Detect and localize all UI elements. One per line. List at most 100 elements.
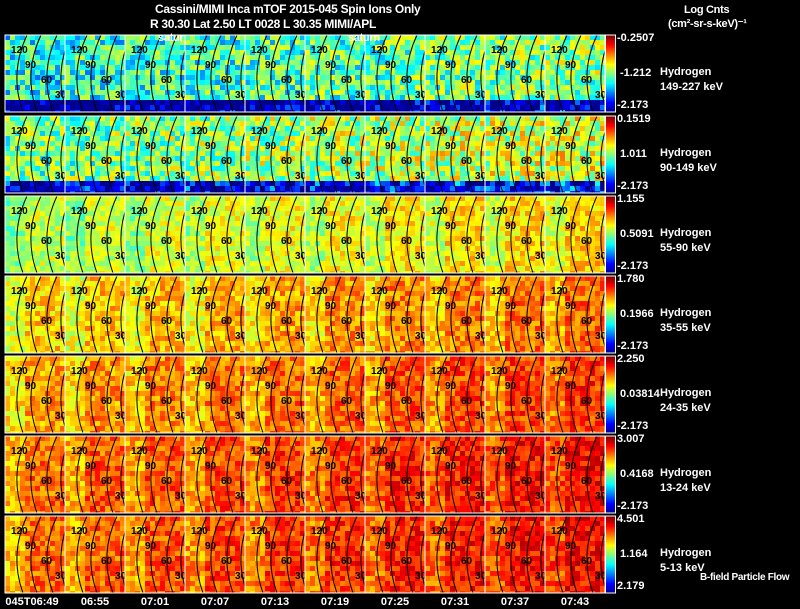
heatmap-cell	[10, 90, 15, 95]
heatmap-cell	[465, 40, 470, 45]
heatmap-cell	[395, 176, 400, 181]
heatmap-cell	[580, 186, 585, 191]
heatmap-cell	[335, 136, 340, 141]
heatmap-cell	[80, 156, 85, 161]
heatmap-cell	[10, 221, 15, 226]
heatmap-cell	[205, 85, 210, 90]
heatmap-cell	[235, 241, 240, 246]
heatmap-cell	[115, 171, 120, 176]
colorbar-step	[606, 103, 615, 105]
heatmap-cell	[170, 95, 175, 100]
heatmap-cell	[265, 126, 270, 131]
heatmap-cell	[430, 60, 435, 65]
heatmap-cell	[325, 166, 330, 171]
colorbar-step	[606, 63, 615, 65]
heatmap-cell	[415, 156, 420, 161]
heatmap-cell	[410, 171, 415, 176]
heatmap-cell	[215, 161, 220, 166]
colorbar-step	[606, 190, 615, 192]
heatmap-cell	[220, 55, 225, 60]
heatmap-cell	[60, 40, 65, 45]
heatmap-cell	[265, 55, 270, 60]
heatmap-cell	[190, 110, 195, 112]
heatmap-cell	[400, 191, 405, 193]
heatmap-cell	[400, 156, 405, 161]
colorbar-step	[606, 60, 615, 62]
heatmap-cell	[205, 55, 210, 60]
heatmap-cell	[275, 110, 280, 112]
heatmap-cell	[50, 216, 55, 221]
heatmap-cell	[565, 151, 570, 156]
heatmap-cell	[285, 95, 290, 100]
heatmap-cell	[510, 35, 515, 40]
heatmap-cell	[70, 85, 75, 90]
heatmap-cell	[345, 50, 350, 55]
heatmap-cell	[475, 176, 480, 181]
heatmap-cell	[170, 176, 175, 181]
heatmap-cell	[400, 110, 405, 112]
heatmap-cell	[550, 35, 555, 40]
heatmap-cell	[445, 40, 450, 45]
heatmap-cell	[310, 70, 315, 75]
heatmap-cell	[70, 70, 75, 75]
heatmap-cell	[5, 121, 10, 126]
heatmap-cell	[570, 50, 575, 55]
heatmap-cell	[115, 251, 120, 256]
heatmap-cell	[180, 65, 185, 70]
heatmap-cell	[465, 80, 470, 85]
heatmap-cell	[595, 136, 600, 141]
heatmap-cell	[230, 251, 235, 256]
heatmap-cell	[175, 266, 180, 271]
heatmap-cell	[420, 65, 425, 70]
heatmap-cell	[485, 45, 490, 50]
heatmap-cell	[155, 116, 160, 121]
heatmap-cell	[230, 261, 235, 266]
heatmap-cell	[340, 186, 345, 191]
heatmap-cell	[595, 181, 600, 186]
heatmap-cell	[595, 85, 600, 90]
heatmap-cell	[330, 85, 335, 90]
heatmap-cell	[125, 211, 130, 216]
heatmap-cell	[15, 181, 20, 186]
heatmap-cell	[475, 35, 480, 40]
colorbar-step	[606, 167, 615, 169]
heatmap-cell	[170, 90, 175, 95]
heatmap-cell	[105, 50, 110, 55]
heatmap-cell	[185, 35, 190, 40]
heatmap-cell	[440, 156, 445, 161]
heatmap-cell	[40, 261, 45, 266]
heatmap-cell	[120, 85, 125, 90]
heatmap-cell	[65, 216, 70, 221]
heatmap-cell	[20, 166, 25, 171]
heatmap-cell	[275, 126, 280, 131]
heatmap-cell	[70, 226, 75, 231]
heatmap-cell	[380, 141, 385, 146]
heatmap-cell	[20, 221, 25, 226]
heatmap-cell	[365, 121, 370, 126]
heatmap-cell	[305, 156, 310, 161]
heatmap-cell	[330, 156, 335, 161]
heatmap-cell	[130, 40, 135, 45]
heatmap-cell	[10, 141, 15, 146]
heatmap-cell	[520, 50, 525, 55]
heatmap-cell	[130, 221, 135, 226]
heatmap-cell	[65, 251, 70, 256]
heatmap-cell	[175, 211, 180, 216]
heatmap-cell	[480, 90, 485, 95]
heatmap-cell	[235, 156, 240, 161]
heatmap-cell	[125, 261, 130, 266]
heatmap-cell	[575, 105, 580, 110]
heatmap-cell	[565, 60, 570, 65]
heatmap-cell	[290, 50, 295, 55]
heatmap-cell	[425, 100, 430, 105]
heatmap-cell	[395, 60, 400, 65]
heatmap-cell	[590, 55, 595, 60]
heatmap-cell	[195, 60, 200, 65]
heatmap-cell	[475, 151, 480, 156]
heatmap-cell	[190, 241, 195, 246]
heatmap-cell	[390, 35, 395, 40]
heatmap-cell	[215, 166, 220, 171]
contour-line	[106, 34, 118, 113]
heatmap-cell	[490, 60, 495, 65]
